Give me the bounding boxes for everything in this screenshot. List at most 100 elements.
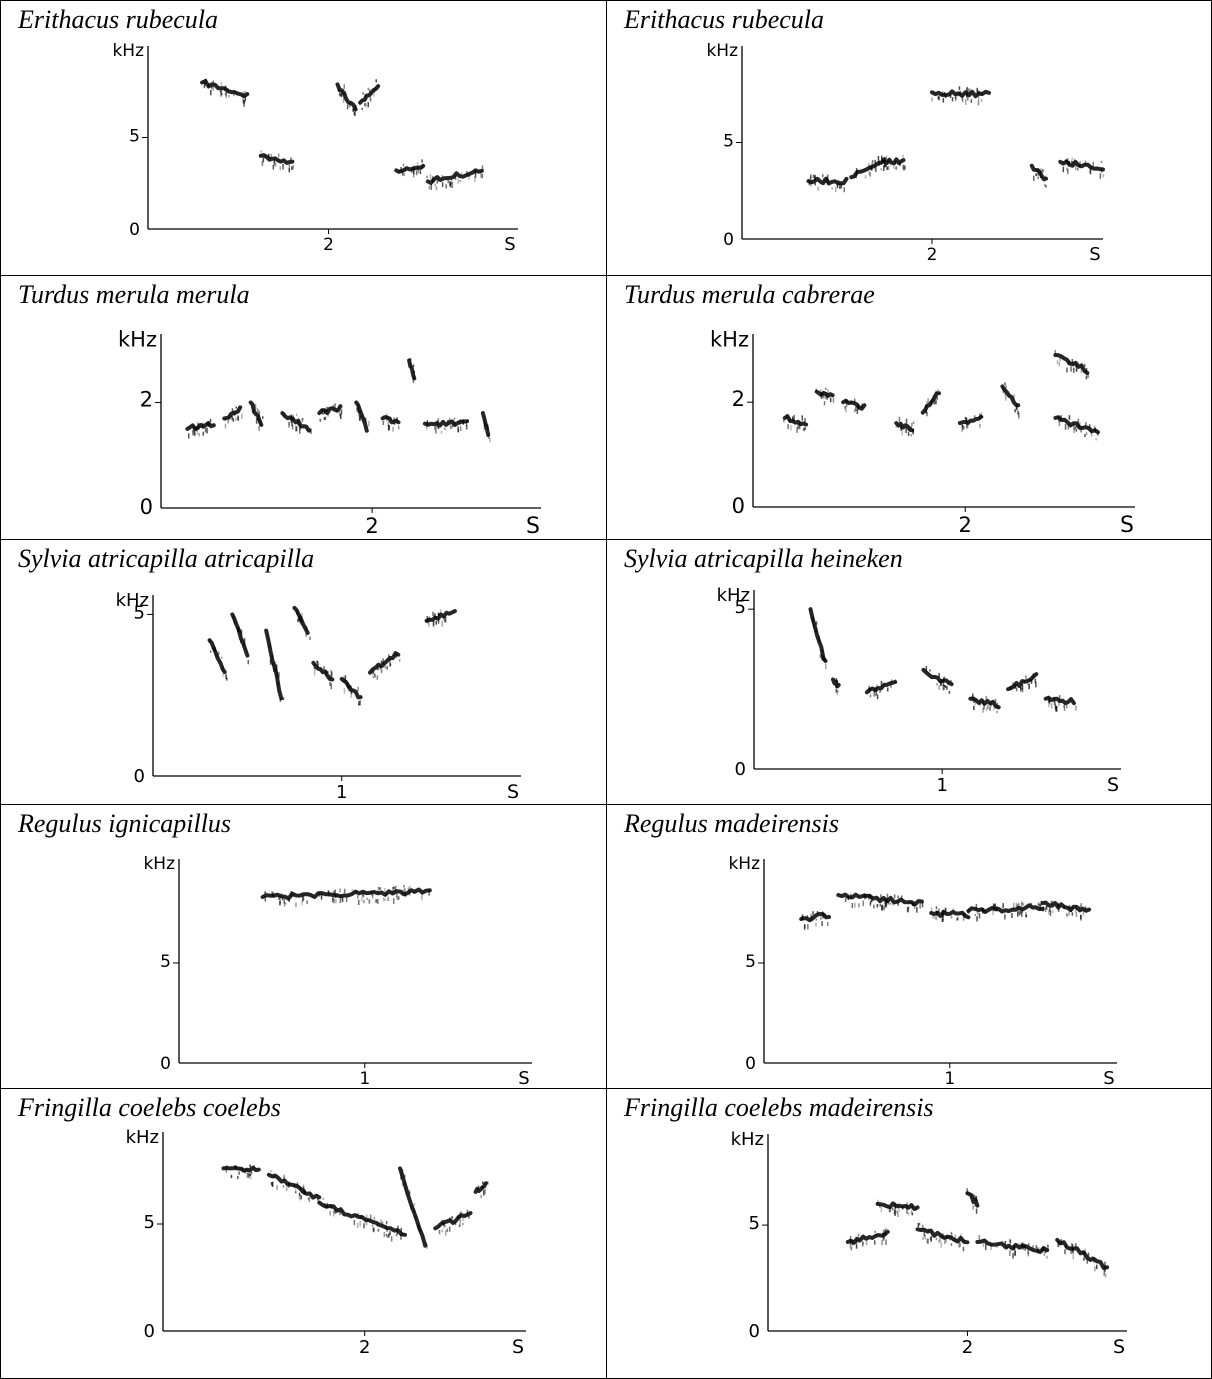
y-tick-label: 5 [129, 127, 140, 147]
song-syllable [799, 911, 831, 930]
x-axis-unit-label: S [518, 1068, 529, 1088]
x-tick-label: 2 [962, 1337, 973, 1358]
y-tick-label: 0 [129, 220, 140, 240]
y-tick-label: 0 [749, 1321, 760, 1342]
song-syllable [248, 400, 264, 431]
song-syllable [380, 413, 401, 432]
song-syllable [1029, 163, 1048, 188]
species-name: Regulus ignicapillus [18, 809, 232, 838]
song-syllable [264, 628, 285, 702]
song-syllable [422, 417, 470, 434]
song-syllable [222, 405, 243, 429]
y-tick-label: 5 [134, 602, 145, 623]
song-syllable [808, 607, 828, 670]
x-axis-unit-label: S [504, 234, 515, 255]
song-syllable [875, 1199, 920, 1217]
spectrogram-plot: kHz S 0 2 2 [710, 328, 1135, 538]
y-tick-label: 2 [140, 388, 153, 412]
song-syllable [1000, 382, 1021, 419]
x-axis-unit-label: S [1113, 1336, 1125, 1358]
y-tick-label: 0 [160, 1054, 171, 1074]
y-tick-label: 0 [723, 230, 734, 250]
song-syllable [806, 174, 849, 193]
spectrogram-plot: kHz S 0 5 2 [112, 41, 518, 255]
table-cell: Turdus merula merula kHz S 0 2 2 [0, 275, 607, 540]
spectrogram-plot: kHz S 0 5 1 [717, 585, 1121, 796]
table-cell: Sylvia atricapilla atricapilla kHz S 0 5 1 [0, 539, 607, 805]
y-tick-label: 0 [745, 1054, 756, 1074]
table-cell: Turdus merula cabrerae kHz S 0 2 2 [606, 275, 1212, 540]
song-syllable [354, 400, 370, 433]
song-syllable [335, 82, 358, 117]
y-axis-unit-label: kHz [728, 854, 760, 874]
song-syllable [841, 398, 867, 414]
song-syllable [882, 154, 906, 171]
song-syllable [433, 1209, 473, 1236]
y-axis-unit-label: kHz [143, 854, 175, 874]
song-syllable [782, 414, 809, 433]
y-tick-label: 5 [745, 952, 756, 972]
species-name: Sylvia atricapilla atricapilla [18, 544, 315, 573]
song-syllable [966, 900, 1045, 922]
x-axis-unit-label: S [507, 781, 519, 803]
song-syllable [266, 1170, 322, 1204]
song-syllable [207, 638, 228, 681]
spectrogram-plot: kHz S 0 5 1 [116, 590, 521, 803]
species-name: Erithacus rubecula [18, 5, 219, 34]
y-tick-label: 5 [749, 1213, 760, 1234]
table-cell: Fringilla coelebs coelebs kHz S 0 5 2 [0, 1088, 607, 1379]
song-syllable [425, 165, 484, 191]
x-axis-unit-label: S [526, 514, 540, 539]
song-syllable [915, 1222, 970, 1252]
y-tick-label: 0 [732, 494, 745, 518]
song-syllable [185, 418, 216, 439]
x-axis-unit-label: S [1089, 244, 1100, 265]
song-syllable [1055, 1237, 1110, 1278]
song-syllable [975, 1235, 1050, 1259]
y-tick-label: 0 [140, 495, 153, 519]
spectrogram-plot: kHz S 0 5 2 [731, 1129, 1127, 1358]
song-syllable [480, 411, 491, 443]
song-syllable [398, 1166, 428, 1249]
song-syllable [921, 666, 954, 694]
species-name: Sylvia atricapilla heineken [624, 544, 903, 573]
song-syllable [317, 403, 343, 422]
table-cell: Sylvia atricapilla heineken kHz S 0 5 1 [606, 539, 1212, 805]
song-syllable [1040, 900, 1092, 921]
song-syllable [1058, 157, 1105, 179]
song-syllable [317, 1197, 407, 1242]
species-name: Fringilla coelebs madeirensis [624, 1093, 934, 1122]
species-name: Turdus merula merula [18, 280, 250, 309]
y-tick-label: 2 [732, 387, 745, 411]
species-name: Erithacus rubecula [624, 5, 825, 34]
spectrogram-plot: kHz S 0 5 1 [143, 854, 532, 1088]
x-tick-label: 1 [359, 1069, 370, 1088]
table-cell: Fringilla coelebs madeirensis kHz S 0 5 2 [606, 1088, 1212, 1379]
x-tick-label: 1 [336, 782, 347, 803]
song-syllable [424, 609, 457, 628]
y-tick-label: 5 [144, 1212, 155, 1233]
y-axis-unit-label: kHz [710, 328, 749, 352]
song-syllable [1053, 349, 1090, 380]
y-tick-label: 5 [723, 132, 734, 152]
y-axis-unit-label: kHz [706, 41, 738, 61]
y-axis-unit-label: kHz [717, 585, 750, 606]
song-syllable [292, 605, 311, 640]
y-axis-unit-label: kHz [118, 328, 157, 352]
y-axis-unit-label: kHz [126, 1127, 159, 1148]
song-syllable [968, 693, 1001, 714]
song-syllable [258, 150, 295, 173]
x-axis-unit-label: S [512, 1336, 524, 1358]
x-tick-label: 2 [365, 514, 378, 538]
song-syllable [230, 612, 250, 665]
spectrogram-plot: kHz S 0 2 2 [118, 328, 541, 539]
song-syllable [930, 86, 991, 106]
song-syllable [260, 885, 432, 907]
song-syllable [836, 892, 924, 913]
x-axis-unit-label: S [1107, 774, 1119, 796]
song-syllable [358, 79, 381, 111]
y-axis-unit-label: kHz [116, 590, 149, 611]
x-tick-label: 1 [944, 1069, 955, 1088]
song-syllable [221, 1164, 261, 1180]
